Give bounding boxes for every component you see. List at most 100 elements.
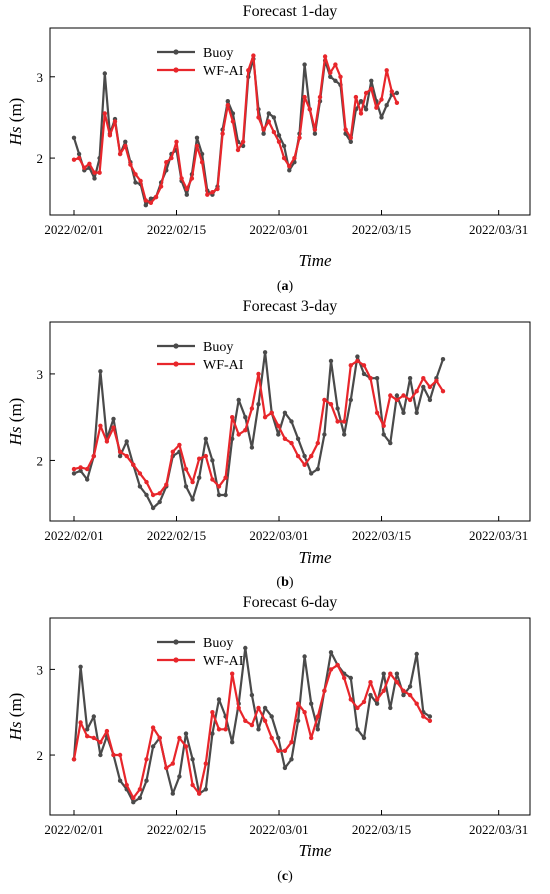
data-point	[256, 115, 261, 120]
data-point	[236, 432, 241, 437]
data-point	[124, 782, 129, 788]
data-point	[427, 714, 433, 719]
data-point	[414, 389, 419, 394]
data-point	[216, 727, 222, 732]
data-point	[394, 671, 400, 676]
data-point	[289, 740, 294, 745]
data-point	[150, 492, 156, 498]
chart-title: Forecast 1-day	[243, 3, 338, 20]
data-point	[394, 680, 400, 685]
data-point	[276, 432, 281, 437]
chart-panel-1: Forecast 1-day 2022/02/01 2022/02/15 2022/0…	[6, 3, 531, 294]
data-point	[98, 752, 103, 758]
data-point	[117, 449, 123, 454]
data-point	[230, 671, 235, 676]
data-point	[194, 143, 200, 149]
data-point	[256, 402, 261, 407]
data-point	[262, 705, 268, 711]
data-point	[407, 376, 413, 381]
data-point	[271, 129, 277, 135]
data-point	[190, 479, 195, 485]
data-point	[98, 740, 103, 745]
data-point	[249, 406, 255, 411]
data-point	[123, 143, 128, 149]
y-tick-label: 2	[37, 748, 44, 763]
data-point	[335, 419, 340, 424]
data-point	[230, 415, 235, 420]
data-point	[414, 651, 419, 657]
x-tick-label: 2022/02/01	[44, 822, 103, 837]
x-tick-label: 2022/03/15	[352, 822, 411, 837]
legend-label: WF-AI	[203, 654, 244, 669]
data-point	[384, 103, 389, 108]
data-point	[355, 727, 360, 732]
data-point	[236, 705, 241, 711]
data-point	[190, 757, 195, 762]
data-point	[389, 89, 394, 94]
panel-caption: (a)	[277, 279, 294, 294]
data-point	[379, 97, 384, 102]
data-point	[355, 354, 360, 359]
data-point	[111, 752, 116, 758]
data-point	[317, 94, 323, 100]
data-point	[216, 697, 222, 702]
x-tick-label: 2022/03/31	[469, 528, 528, 543]
data-point	[246, 68, 251, 73]
data-point	[177, 735, 182, 741]
chart-panel-3: Forecast 6-day 2022/02/01 2022/02/15 2022/0…	[6, 594, 531, 884]
data-point	[355, 705, 360, 711]
caption-close-paren: )	[289, 575, 294, 590]
data-point	[427, 397, 433, 403]
data-point	[170, 449, 175, 454]
data-point	[381, 671, 386, 676]
data-point	[210, 477, 215, 482]
data-point	[309, 471, 314, 476]
data-point	[358, 99, 364, 104]
data-point	[133, 172, 138, 177]
data-point	[98, 423, 103, 428]
x-axis-label: Time	[298, 548, 332, 567]
data-point	[394, 393, 400, 398]
data-point	[164, 160, 169, 165]
data-point	[169, 155, 174, 161]
data-point	[338, 74, 343, 80]
data-point	[97, 170, 102, 175]
data-point	[243, 428, 248, 433]
data-point	[379, 115, 384, 120]
data-point	[282, 748, 288, 753]
data-point	[407, 684, 413, 689]
data-point	[251, 53, 256, 58]
data-point	[353, 94, 359, 100]
data-point	[414, 701, 419, 706]
data-point	[427, 384, 433, 390]
data-point	[315, 466, 320, 472]
data-point	[342, 675, 347, 681]
data-point	[164, 765, 169, 771]
data-point	[78, 664, 83, 669]
data-point	[368, 680, 373, 685]
data-point	[137, 484, 143, 489]
data-point	[421, 376, 426, 381]
data-point	[194, 135, 200, 140]
caption-open-paren: (	[277, 279, 282, 294]
legend-label: Buoy	[203, 46, 233, 61]
data-point	[117, 453, 123, 459]
data-point	[71, 757, 77, 762]
data-point	[143, 198, 148, 203]
y-axis-label-symbol: Hs	[6, 426, 25, 446]
data-point	[220, 131, 225, 136]
x-tick-label: 2022/02/15	[147, 822, 206, 837]
data-point	[309, 701, 314, 706]
data-point	[363, 90, 369, 96]
y-tick-label: 2	[37, 151, 44, 166]
data-point	[117, 752, 123, 758]
data-point	[282, 436, 288, 441]
data-point	[322, 397, 327, 403]
data-point	[230, 436, 235, 441]
legend-marker	[173, 361, 179, 367]
data-point	[335, 662, 340, 668]
data-point	[328, 667, 334, 672]
data-point	[276, 748, 281, 753]
data-point	[71, 157, 77, 162]
data-point	[348, 363, 353, 368]
